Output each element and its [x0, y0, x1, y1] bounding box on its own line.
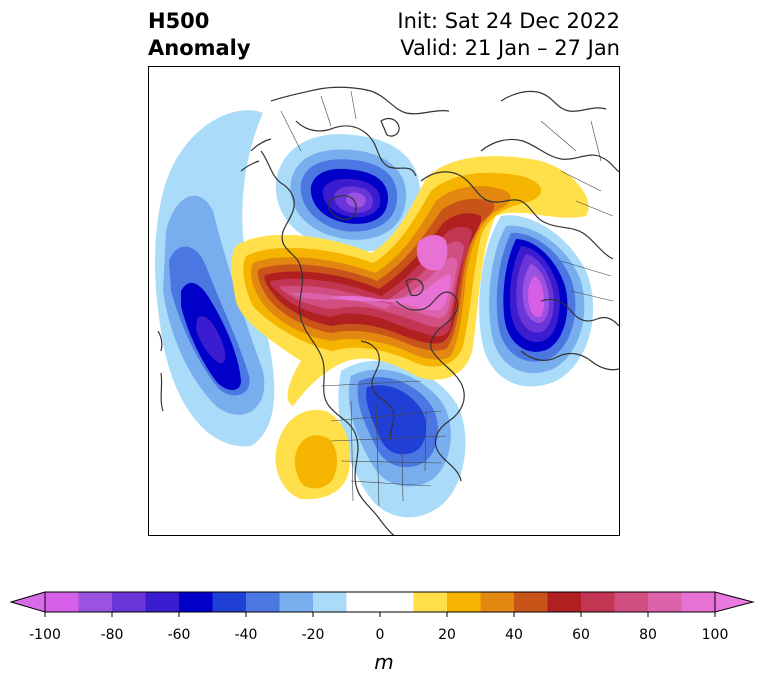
colorbar-extend-high: [714, 591, 755, 613]
colorbar-tick-label: 60: [572, 627, 590, 643]
colorbar: [10, 591, 755, 617]
colorbar-segment: [346, 592, 414, 612]
colorbar-tick-label: -80: [100, 627, 124, 643]
colorbar-tick-label: -40: [234, 627, 258, 643]
colorbar-tick-label: 40: [505, 627, 523, 643]
colorbar-segment: [581, 592, 615, 612]
colorbar-segment: [212, 592, 247, 612]
colorbar-segment: [681, 592, 716, 612]
positive-anomaly-arctic-ridge: [231, 156, 589, 406]
title-left: H500 Anomaly: [148, 8, 251, 62]
colorbar-tick-label: -20: [301, 627, 325, 643]
title-right: Init: Sat 24 Dec 2022 Valid: 21 Jan – 27…: [397, 8, 620, 62]
colorbar-tick-label: -60: [167, 627, 191, 643]
colorbar-unit-label: m: [374, 650, 394, 674]
positive-anomaly-western-us: [275, 410, 351, 500]
colorbar-segment: [648, 592, 682, 612]
political-boundaries: [280, 90, 614, 507]
colorbar-tick-label: 80: [639, 627, 657, 643]
colorbar-segment: [179, 592, 213, 612]
colorbar-segment: [480, 592, 515, 612]
colorbar-segment: [78, 592, 113, 612]
title-variable: H500: [148, 9, 210, 33]
colorbar-segment: [112, 592, 146, 612]
colorbar-segment: [246, 592, 280, 612]
title-valid-range: Valid: 21 Jan – 27 Jan: [400, 36, 620, 60]
colorbar-segment: [45, 592, 79, 612]
negative-anomaly-siberia: [479, 215, 594, 387]
negative-anomaly-pacific: [155, 110, 275, 447]
colorbar-segment: [614, 592, 649, 612]
map-panel: [148, 66, 620, 536]
colorbar-tick-label: 100: [701, 627, 729, 643]
colorbar-tick-label: 20: [438, 627, 456, 643]
colorbar-segment: [447, 592, 481, 612]
colorbar-extend-low: [10, 591, 46, 613]
title-field: Anomaly: [148, 36, 251, 60]
colorbar-tick-label: -100: [29, 627, 61, 643]
title-init-date: Init: Sat 24 Dec 2022: [397, 9, 620, 33]
coastlines: [157, 86, 619, 535]
colorbar-segment: [547, 592, 582, 612]
colorbar-segment: [313, 592, 347, 612]
colorbar-segment: [413, 592, 448, 612]
colorbar-tick-label: 0: [375, 627, 385, 643]
colorbar-segment: [279, 592, 314, 612]
colorbar-segment: [514, 592, 548, 612]
colorbar-segment: [145, 592, 180, 612]
